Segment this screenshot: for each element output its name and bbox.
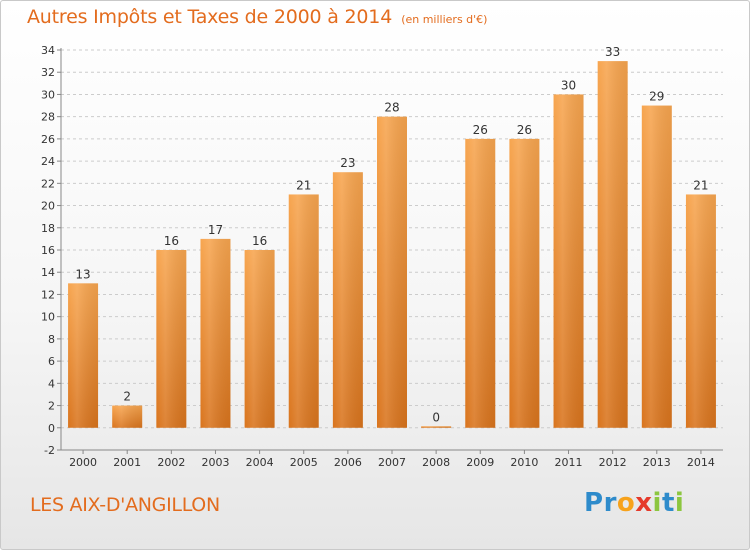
bar-shading [200,238,231,428]
y-tick-label: 2 [48,400,55,413]
logo-letter: t [661,488,675,518]
chart-title-block: Autres Impôts et Taxes de 2000 à 2014 (e… [27,6,487,28]
x-tick-label: 2001 [113,456,141,469]
x-tick-label: 2008 [422,456,450,469]
proxiti-logo: Proxiti [584,488,684,518]
data-label: 30 [561,78,576,92]
y-tick-label: 24 [41,155,55,168]
x-tick-label: 2004 [246,456,274,469]
data-label: 21 [693,178,708,192]
data-label: 21 [296,178,311,192]
data-label: 33 [605,45,620,59]
y-tick-label: 18 [41,222,55,235]
data-label: 13 [75,267,90,281]
x-tick-label: 2009 [466,456,494,469]
bar-shading [553,94,584,428]
data-label: 28 [384,101,399,115]
y-tick-label: 16 [41,244,55,257]
data-label: 26 [473,123,488,137]
bar-shading [685,194,716,428]
bar-shading [641,105,672,428]
logo-letter: i [674,488,685,518]
x-tick-label: 2010 [510,456,538,469]
bar-shading [288,194,319,428]
y-tick-label: 12 [41,288,55,301]
logo-letter: P [584,488,604,518]
bar-shading [112,405,143,428]
logo-letter: i [652,488,662,518]
logo-letter: x [635,488,653,518]
logo-letter: o [616,488,636,518]
data-label: 23 [340,156,355,170]
y-tick-label: 22 [41,177,55,190]
bar-shading [156,250,187,428]
y-tick-label: 6 [48,355,55,368]
data-label: 26 [517,123,532,137]
bar-shading [509,138,540,428]
y-tick-label: 32 [41,66,55,79]
data-label: 17 [208,223,223,237]
x-tick-label: 2006 [334,456,362,469]
chart-title: Autres Impôts et Taxes de 2000 à 2014 [27,6,393,28]
data-label: 2 [123,390,131,404]
y-tick-label: 20 [41,200,55,213]
x-tick-label: 2012 [599,456,627,469]
place-name-label: LES AIX-D'ANGILLON [30,494,220,516]
bar-shading [421,426,452,428]
y-tick-label: 14 [41,266,55,279]
x-tick-label: 2011 [555,456,583,469]
logo-letter: r [603,488,617,518]
data-label: 0 [432,410,440,424]
y-tick-label: 28 [41,111,55,124]
bar-shading [244,250,275,428]
bar-shading [332,172,363,428]
y-tick-label: 0 [48,422,55,435]
y-tick-label: 4 [48,377,55,390]
bar-shading [597,61,628,428]
chart-unit-note: (en milliers d'€) [401,13,488,26]
bar-shading [377,116,407,428]
x-tick-label: 2000 [69,456,97,469]
bar-shading [68,283,99,428]
y-tick-label: 30 [41,88,55,101]
x-tick-label: 2013 [643,456,671,469]
data-label: 16 [252,234,267,248]
y-tick-label: 8 [48,333,55,346]
x-tick-label: 2005 [290,456,318,469]
y-tick-label: 34 [41,44,55,57]
data-label: 29 [649,90,664,104]
x-tick-label: 2014 [687,456,715,469]
data-label: 16 [164,234,179,248]
y-tick-label: 26 [41,133,55,146]
x-tick-label: 2002 [157,456,185,469]
x-tick-label: 2003 [201,456,229,469]
bar-shading [465,138,496,428]
x-tick-label: 2007 [378,456,406,469]
y-tick-label: -2 [44,444,55,457]
y-tick-label: 10 [41,311,55,324]
